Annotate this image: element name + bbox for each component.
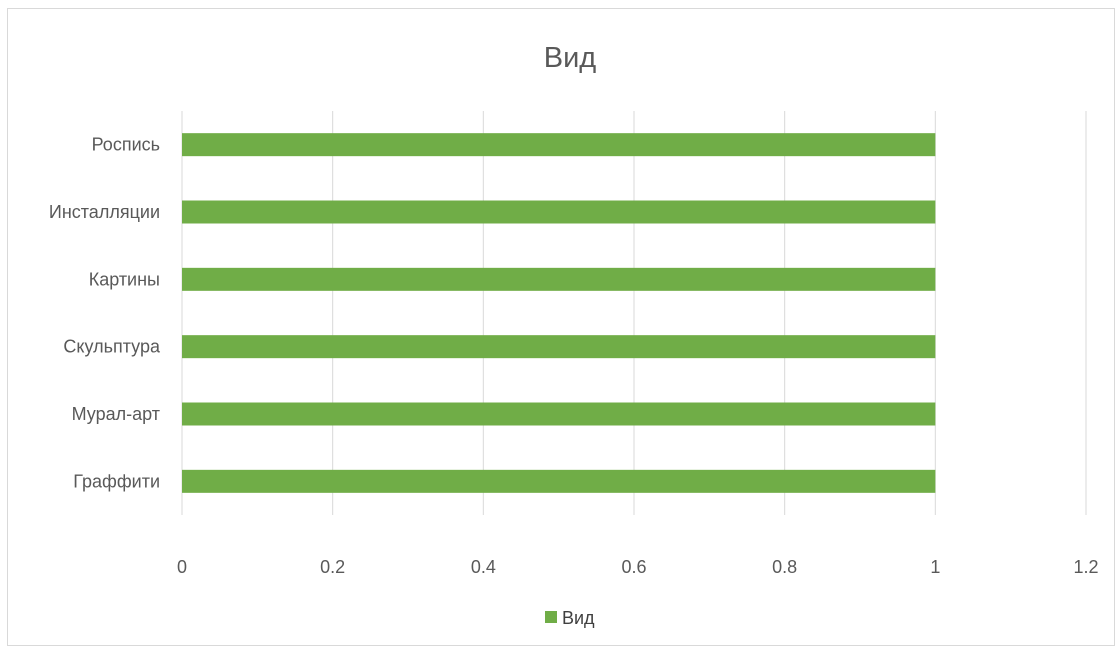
category-label: Граффити xyxy=(73,471,160,491)
x-tick-label: 0.8 xyxy=(772,557,797,577)
bar xyxy=(182,133,936,157)
bar xyxy=(182,267,936,291)
x-tick-label: 0.6 xyxy=(621,557,646,577)
category-axis-labels: Граффити Мурал-арт Скульптура Картины Инстал… xyxy=(49,135,161,492)
value-axis-labels: 0 0.2 0.4 0.6 0.8 1 1.2 xyxy=(177,557,1099,577)
bars xyxy=(182,133,936,493)
chart-title: Вид xyxy=(544,42,597,74)
category-label: Картины xyxy=(89,269,160,289)
legend-swatch xyxy=(545,611,557,623)
x-tick-label: 1.2 xyxy=(1073,557,1098,577)
x-tick-label: 0.2 xyxy=(320,557,345,577)
legend: Вид xyxy=(545,608,595,628)
bar xyxy=(182,200,936,224)
x-tick-label: 0 xyxy=(177,557,187,577)
gridlines xyxy=(181,111,1087,515)
x-tick-label: 1 xyxy=(930,557,940,577)
bar xyxy=(182,402,936,426)
x-tick-label: 0.4 xyxy=(471,557,496,577)
bar xyxy=(182,469,936,493)
category-label: Инсталляции xyxy=(49,202,160,222)
category-label: Мурал-арт xyxy=(72,404,160,424)
bar xyxy=(182,335,936,359)
chart-frame xyxy=(7,8,1115,646)
category-label: Роспись xyxy=(92,135,160,155)
category-label: Скульптура xyxy=(63,337,161,357)
legend-label: Вид xyxy=(562,608,595,628)
